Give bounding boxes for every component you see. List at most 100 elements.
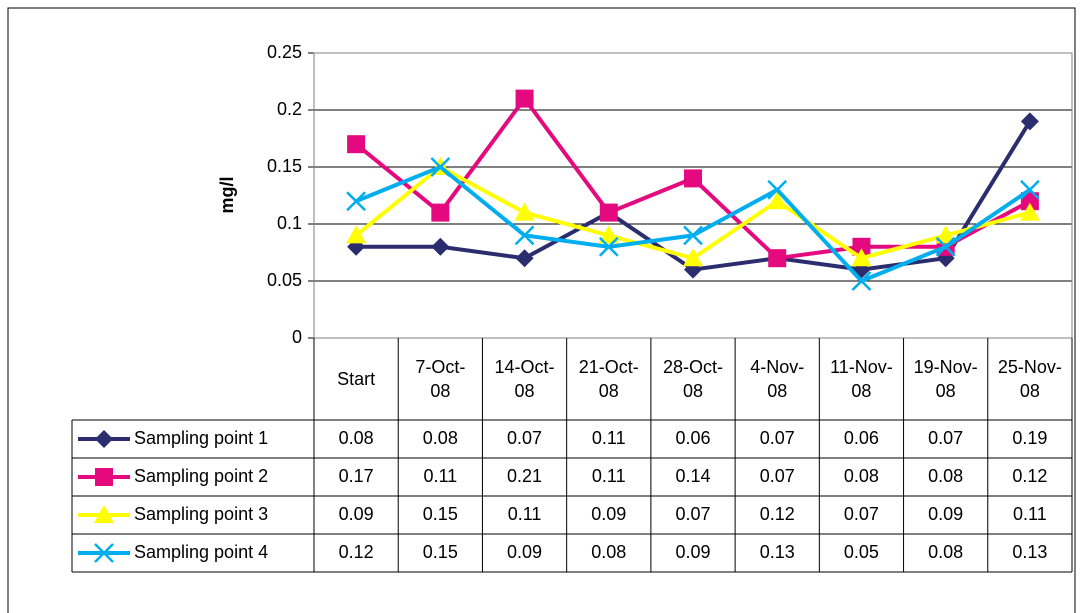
legend-label: Sampling point 4 (134, 542, 268, 562)
marker (768, 249, 787, 268)
table-value: 0.11 (592, 428, 626, 448)
marker (936, 249, 955, 268)
marker (683, 225, 703, 246)
table-value: 0.06 (844, 428, 879, 448)
table-value: 0.09 (928, 504, 963, 524)
table-value: 0.07 (844, 504, 879, 524)
marker (95, 430, 113, 448)
table-value: 0.08 (928, 466, 963, 486)
x-tick-label: Start (314, 338, 398, 420)
x-tick-text: 28-Oct-08 (662, 357, 723, 401)
table-value: 0.19 (1012, 428, 1047, 448)
marker (684, 169, 702, 188)
marker (346, 225, 367, 244)
y-tick-label: 0.1 (277, 213, 302, 233)
table-value: 0.07 (507, 428, 542, 448)
marker (431, 237, 450, 256)
table-value: 0.08 (423, 428, 458, 448)
legend-label: Sampling point 2 (134, 466, 268, 486)
table-value: 0.07 (760, 466, 795, 486)
y-tick-label: 0.05 (267, 270, 302, 290)
table-value: 0.09 (675, 542, 710, 562)
table-value: 0.05 (844, 542, 879, 562)
table-value: 0.21 (507, 466, 542, 486)
y-tick-label: 0.15 (267, 156, 302, 176)
x-tick-text: 21-Oct-08 (578, 357, 639, 401)
table-value: 0.13 (760, 542, 795, 562)
x-tick-text: 11-Nov-08 (830, 357, 893, 401)
x-tick-label: 4-Nov-08 (735, 338, 819, 420)
table-value: 0.11 (423, 466, 457, 486)
marker (767, 191, 788, 210)
table-value: 0.08 (339, 428, 374, 448)
x-tick-label: 14-Oct-08 (482, 338, 566, 420)
marker (514, 225, 535, 246)
marker (94, 543, 114, 563)
table-value: 0.12 (1012, 466, 1047, 486)
table-value: 0.06 (675, 428, 710, 448)
x-tick-text: Start (337, 369, 376, 389)
table-value: 0.15 (423, 504, 458, 524)
table-value: 0.11 (1013, 504, 1047, 524)
marker (852, 237, 871, 256)
x-tick-label: 21-Oct-08 (567, 338, 651, 420)
table-value: 0.09 (591, 504, 626, 524)
marker (767, 179, 788, 200)
x-tick-text: 19-Nov-08 (913, 357, 978, 401)
marker (1020, 192, 1039, 211)
marker (935, 225, 956, 244)
marker (1019, 202, 1040, 221)
y-tick-label: 0 (292, 327, 302, 347)
table-value: 0.13 (1012, 542, 1047, 562)
marker (851, 248, 872, 267)
plot-border (313, 52, 1073, 339)
table-value: 0.08 (844, 466, 879, 486)
y-tick-label: 0.2 (277, 99, 302, 119)
x-tick-label: 28-Oct-08 (651, 338, 735, 420)
table-value: 0.12 (760, 504, 795, 524)
marker (1020, 179, 1040, 200)
x-tick-label: 19-Nov-08 (904, 338, 988, 420)
table-value: 0.08 (591, 542, 626, 562)
chart-border (7, 7, 1076, 613)
x-tick-text: 25-Nov-08 (997, 357, 1062, 401)
marker (598, 236, 619, 257)
table-value: 0.11 (508, 504, 542, 524)
x-tick-label: 7-Oct-08 (398, 338, 482, 420)
marker (515, 249, 534, 268)
legend-label: Sampling point 1 (134, 428, 268, 448)
marker (94, 505, 114, 523)
legend-label: Sampling point 3 (134, 504, 268, 524)
marker (851, 271, 872, 291)
table-value: 0.07 (675, 504, 710, 524)
marker (514, 202, 535, 221)
marker (346, 191, 366, 212)
marker (598, 225, 619, 244)
marker (95, 468, 113, 486)
marker (515, 89, 534, 108)
marker (430, 157, 451, 177)
marker (431, 203, 450, 222)
table-value: 0.14 (675, 466, 710, 486)
table-value: 0.08 (928, 542, 963, 562)
table-value: 0.15 (423, 542, 458, 562)
table-value: 0.09 (339, 504, 374, 524)
table-value: 0.17 (339, 466, 374, 486)
table-value: 0.12 (339, 542, 374, 562)
x-tick-text: 7-Oct-08 (415, 357, 466, 401)
marker (599, 203, 618, 222)
x-tick-label: 11-Nov-08 (819, 338, 903, 420)
x-tick-label: 25-Nov-08 (988, 338, 1072, 420)
table-value: 0.07 (928, 428, 963, 448)
table-value: 0.09 (507, 542, 542, 562)
marker (347, 135, 366, 154)
marker (683, 248, 703, 267)
x-tick-text: 4-Nov-08 (750, 357, 805, 401)
marker (1020, 112, 1039, 131)
table-value: 0.07 (760, 428, 795, 448)
x-tick-text: 14-Oct-08 (494, 357, 555, 401)
y-axis-label: mg/l (217, 176, 237, 213)
marker (935, 236, 956, 257)
